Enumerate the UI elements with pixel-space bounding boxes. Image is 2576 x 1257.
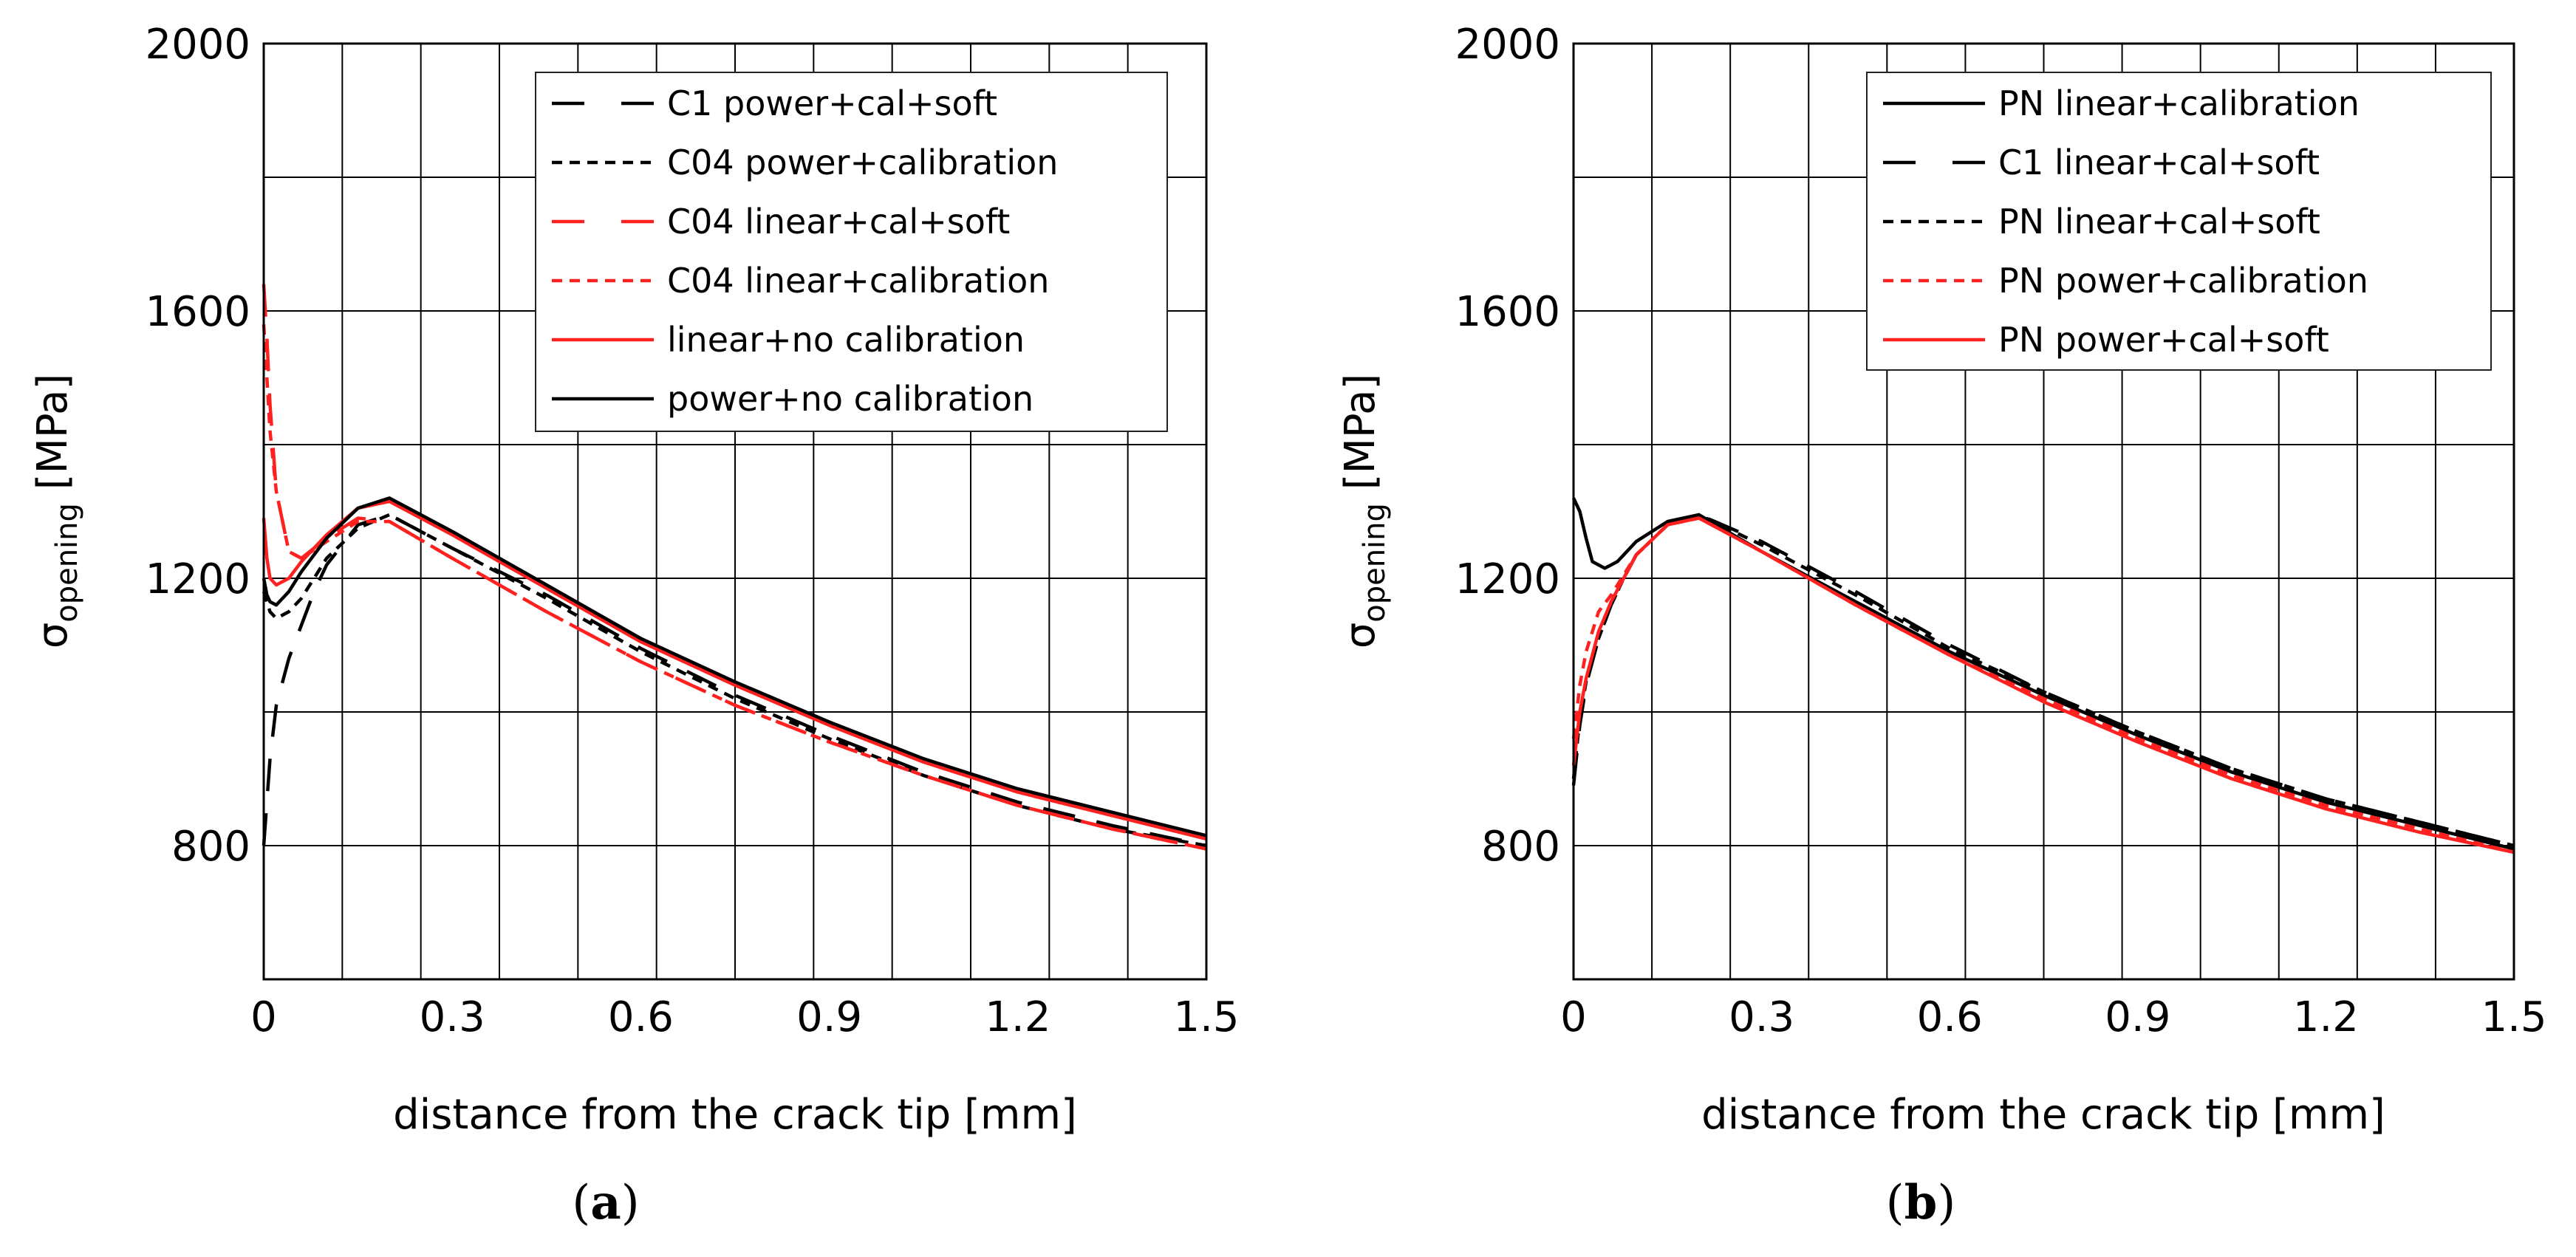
y-axis-title-unit-a: [MPa] — [29, 374, 77, 503]
y-tick-label-a: 800 — [171, 823, 250, 871]
series-line-a-c04-linear-cal-soft — [262, 284, 1207, 851]
y-axis-title-sub-a: opening — [50, 503, 84, 623]
legend-box-a — [535, 72, 1168, 432]
legend-label-a: C1 power+cal+soft — [667, 83, 997, 123]
y-tick-label-b: 2000 — [1455, 21, 1560, 69]
legend-label-a: C04 linear+cal+soft — [667, 202, 1010, 242]
legend-label-a: power+no calibration — [667, 379, 1034, 419]
y-axis-title-unit-b: [MPa] — [1336, 374, 1384, 503]
x-tick-label-b: 0.3 — [1729, 993, 1794, 1041]
legend-label-a: C04 linear+calibration — [667, 261, 1049, 301]
y-axis-title-sigma-a: σ — [29, 623, 77, 649]
legend-label-b: C1 linear+cal+soft — [1998, 143, 2320, 182]
caption-b: (b) — [1886, 1175, 1956, 1230]
x-tick-label-b: 0 — [1560, 993, 1587, 1041]
series-line-a-c04-linear-calibration — [262, 323, 1207, 851]
x-tick-labels-a: 0 0.3 0.6 0.9 1.2 1.5 — [250, 993, 1239, 1041]
y-tick-label-a: 1600 — [145, 288, 250, 336]
caption-a-close: ) — [621, 1176, 640, 1230]
series-line-a-power-no-calibration — [262, 496, 1207, 838]
x-tick-label-b: 0.6 — [1917, 993, 1983, 1041]
x-tick-label-b: 0.9 — [2105, 993, 2170, 1041]
x-tick-label-a: 0.6 — [608, 993, 674, 1041]
y-tick-labels-a: 800 1200 1600 2000 — [145, 21, 250, 871]
plot-frame-a — [262, 42, 1208, 981]
y-axis-title-sub-b: opening — [1358, 503, 1392, 623]
y-tick-label-a: 2000 — [145, 21, 250, 69]
y-tick-labels-b: 800 1200 1600 2000 — [1455, 21, 1560, 871]
series-group-a — [262, 284, 1207, 851]
legend-a: C1 power+cal+soft C04 power+calibration C0… — [552, 83, 1058, 419]
x-tick-label-a: 0.9 — [796, 993, 862, 1041]
caption-b-open: ( — [1886, 1176, 1904, 1230]
y-tick-label-b: 1200 — [1455, 555, 1560, 603]
series-group-b — [1571, 497, 2515, 854]
y-tick-label-a: 1200 — [145, 555, 250, 603]
x-tick-label-a: 1.2 — [985, 993, 1050, 1041]
series-line-b-pn-power-cal-soft — [1571, 516, 2515, 854]
legend-label-a: linear+no calibration — [667, 320, 1025, 360]
y-tick-label-b: 1600 — [1455, 288, 1560, 336]
y-axis-title-b: σopening [MPa] — [1336, 374, 1392, 649]
legend-box-b — [1866, 72, 2492, 371]
x-tick-labels-b: 0 0.3 0.6 0.9 1.2 1.5 — [1560, 993, 2546, 1041]
caption-b-close: ) — [1937, 1176, 1955, 1230]
x-tick-label-a: 1.5 — [1173, 993, 1239, 1041]
legend-label-b: PN power+calibration — [1998, 261, 2368, 301]
chart-panel-b: 0 0.3 0.6 0.9 1.2 1.5 800 1200 1600 2000 distanc… — [1336, 21, 2547, 1230]
y-axis-title-a: σopening [MPa] — [29, 374, 84, 649]
series-line-a-c1-power-cal-soft — [262, 513, 1207, 848]
caption-b-letter: b — [1904, 1175, 1938, 1230]
x-tick-label-a: 0.3 — [420, 993, 485, 1041]
legend-label-b: PN linear+calibration — [1998, 83, 2360, 123]
legend-label-b: PN linear+cal+soft — [1998, 202, 2320, 242]
caption-a-open: ( — [572, 1176, 590, 1230]
y-axis-title-sigma-b: σ — [1336, 623, 1384, 649]
x-tick-label-b: 1.5 — [2481, 993, 2546, 1041]
x-axis-title-a: distance from the crack tip [mm] — [393, 1091, 1077, 1139]
chart-panel-a: 0 0.3 0.6 0.9 1.2 1.5 800 1200 1600 2000 distanc… — [29, 21, 1240, 1230]
plot-frame-b — [1572, 42, 2515, 981]
legend-label-b: PN power+cal+soft — [1998, 320, 2329, 360]
legend-b: PN linear+calibration C1 linear+cal+soft P… — [1883, 83, 2368, 360]
x-axis-title-b: distance from the crack tip [mm] — [1701, 1091, 2385, 1139]
caption-a-letter: a — [590, 1175, 621, 1230]
legend-label-a: C04 power+calibration — [667, 143, 1058, 182]
x-tick-label-a: 0 — [250, 993, 277, 1041]
series-line-a-linear-no-calibration — [262, 499, 1207, 841]
series-line-b-pn-linear-cal-soft — [1571, 513, 2515, 848]
caption-a: (a) — [572, 1175, 639, 1230]
x-tick-label-b: 1.2 — [2293, 993, 2359, 1041]
y-tick-label-b: 800 — [1481, 823, 1560, 871]
